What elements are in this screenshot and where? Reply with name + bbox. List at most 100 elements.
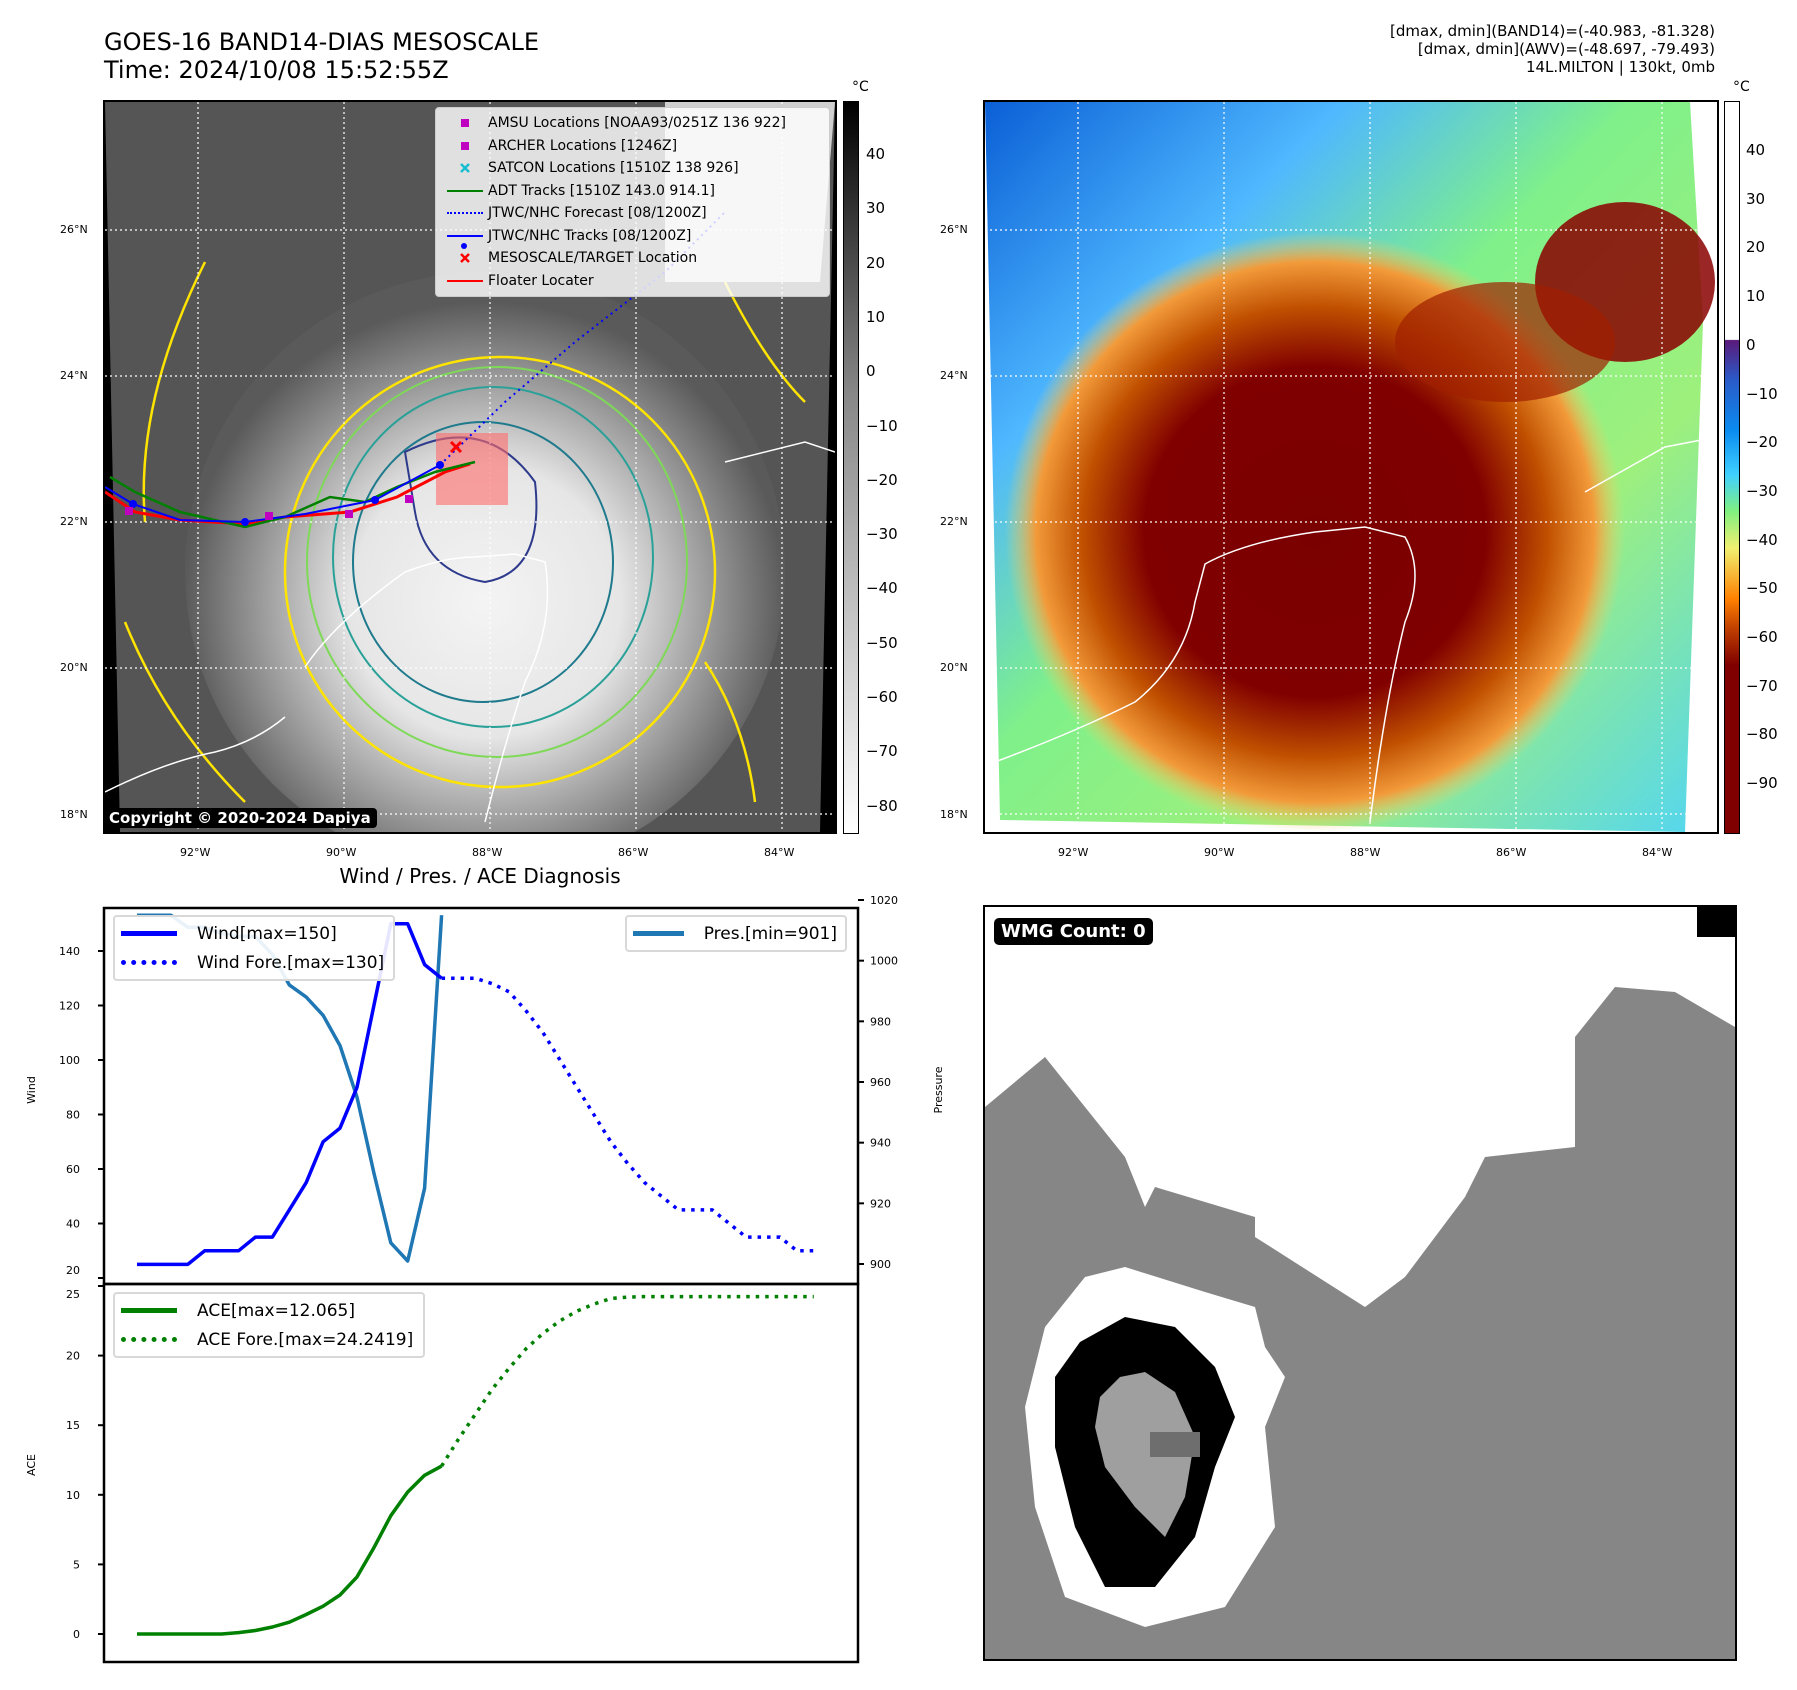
dotted-line-icon	[447, 212, 483, 215]
colorbar-tick-label: −80	[1746, 725, 1778, 744]
contour-31	[283, 355, 717, 789]
dot-icon	[461, 242, 467, 249]
colorbar-tick-label: 30	[866, 199, 886, 218]
colorbar-tick-label: 20	[866, 253, 886, 272]
wind-ytick-label: 120	[59, 1000, 80, 1013]
contour-54	[332, 386, 654, 728]
lon-label: 90°W	[1204, 846, 1235, 859]
colorbar-tick-label: −40	[866, 579, 898, 598]
wind-forecast-line	[441, 976, 814, 1253]
lon-label: 90°W	[326, 846, 357, 859]
ace-ytick-label: 10	[66, 1489, 80, 1502]
x-marker-icon	[460, 253, 470, 264]
lon-label: 92°W	[180, 846, 211, 859]
lon-label: 88°W	[1350, 846, 1381, 859]
ace-legend: ACE[max=12.065] ACE Fore.[max=24.2419]	[113, 1292, 425, 1358]
wmg-eye-region	[1095, 1372, 1195, 1537]
ace-ytick-label: 20	[66, 1350, 80, 1363]
pressure-ytick-label: 1020	[870, 894, 898, 907]
colorbar-tick-label: −30	[866, 525, 898, 544]
wmg-corner-block	[1697, 907, 1735, 937]
left-colorbar-unit: °C	[852, 79, 869, 95]
lon-label: 86°W	[618, 846, 649, 859]
legend-label: Floater Locater	[488, 272, 594, 289]
line-icon	[447, 279, 483, 282]
square-icon	[461, 141, 469, 150]
legend-label: ACE Fore.[max=24.2419]	[197, 1329, 414, 1350]
diagnosis-chart: 2040608010012014090092094096098010001020…	[59, 894, 898, 1664]
ace-line	[137, 1464, 443, 1636]
dotted-line-icon	[121, 1337, 177, 1342]
ace-ytick-label: 0	[73, 1628, 80, 1641]
colorbar-tick-label: 30	[1746, 189, 1766, 208]
wind-ytick-label: 80	[66, 1109, 80, 1122]
legend-label: ADT Tracks [1510Z 143.0 914.1]	[488, 182, 715, 199]
legend-label: Wind Fore.[max=130]	[197, 952, 385, 973]
wmg-count-badge: WMG Count: 0	[994, 918, 1153, 945]
left-colorbar	[843, 101, 859, 834]
colorbar-tick-label: 40	[1746, 141, 1766, 159]
wind-ytick-label: 40	[66, 1218, 80, 1231]
graticule	[985, 102, 1717, 832]
ace-plot-layer: 0 5 10 15 20 25	[66, 1285, 814, 1641]
lat-label: 18°N	[940, 808, 968, 821]
colorbar-tick-label: −20	[866, 470, 898, 489]
cold-cloud-band	[1395, 282, 1615, 402]
colorbar-tick-label: −30	[1746, 481, 1778, 500]
colorbar-tick-label: 10	[1746, 287, 1766, 306]
left-ir-map: AMSU Locations [NOAA93/0251Z 136 922] AR…	[103, 100, 837, 834]
ace-axis-label: ACE	[25, 1454, 38, 1476]
track-legend: AMSU Locations [NOAA93/0251Z 136 922] AR…	[435, 107, 830, 297]
legend-wind: Wind[max=150]	[121, 919, 385, 948]
contour-outer-bands	[123, 261, 806, 803]
wmg-eye-inner	[1150, 1432, 1200, 1457]
lon-label: 92°W	[1058, 846, 1089, 859]
colorbar-tick-label: 40	[866, 145, 886, 163]
pressure-legend: Pres.[min=901]	[625, 915, 847, 952]
colorbar-tick-label: −10	[866, 416, 898, 435]
lat-label: 20°N	[60, 661, 88, 674]
info-band14-range: [dmax, dmin](BAND14)=(-40.983, -81.328)	[1390, 22, 1715, 40]
pressure-ytick-label: 920	[870, 1197, 891, 1210]
colorbar-tick-label: −50	[866, 633, 898, 652]
wind-ytick-label: 100	[59, 1054, 80, 1067]
pressure-ytick-label: 940	[870, 1137, 891, 1150]
colorbar-tick-label: −70	[866, 742, 898, 761]
legend-target: MESOSCALE/TARGET Location	[442, 247, 823, 270]
figure-info: [dmax, dmin](BAND14)=(-40.983, -81.328) …	[1390, 22, 1715, 76]
wmg-canvas	[985, 907, 1735, 1659]
colorbar-tick-label: −70	[1746, 676, 1778, 695]
lat-label: 22°N	[60, 515, 88, 528]
pressure-ytick-label: 1000	[870, 955, 898, 968]
line-icon	[633, 931, 684, 936]
legend-label: Pres.[min=901]	[703, 923, 837, 944]
wind-ytick-label: 20	[66, 1264, 80, 1277]
dotted-line-icon	[121, 960, 177, 965]
wind-axis-label: Wind	[25, 1076, 38, 1104]
coastline	[105, 441, 835, 823]
legend-floater: Floater Locater	[442, 270, 823, 293]
legend-ace: ACE[max=12.065]	[121, 1296, 415, 1325]
ace-ytick-label: 25	[66, 1288, 80, 1301]
adt-track	[109, 460, 476, 529]
colorbar-tick-label: −10	[1746, 384, 1778, 403]
colorbar-tick-label: −80	[866, 796, 898, 815]
right-colorbar-unit: °C	[1733, 79, 1750, 95]
lat-label: 26°N	[940, 223, 968, 236]
lon-label: 88°W	[472, 846, 503, 859]
legend-archer: ARCHER Locations [1246Z]	[442, 135, 823, 158]
wind-ytick-label: 140	[59, 945, 80, 958]
colorbar-tick-label: 0	[1746, 335, 1756, 354]
legend-amsu: AMSU Locations [NOAA93/0251Z 136 922]	[442, 112, 823, 135]
colorbar-tick-label: 10	[866, 307, 886, 326]
wind-ytick-label: 60	[66, 1163, 80, 1176]
title-line-2: Time: 2024/10/08 15:52:55Z	[104, 56, 449, 84]
legend-label: SATCON Locations [1510Z 138 926]	[488, 160, 739, 177]
line-icon	[447, 189, 483, 192]
x-marker-icon	[460, 163, 470, 174]
lat-label: 20°N	[940, 661, 968, 674]
colorbar-tick-label: −50	[1746, 579, 1778, 598]
contour-42	[306, 366, 688, 758]
legend-satcon: SATCON Locations [1510Z 138 926]	[442, 157, 823, 180]
line-icon	[121, 1308, 177, 1313]
